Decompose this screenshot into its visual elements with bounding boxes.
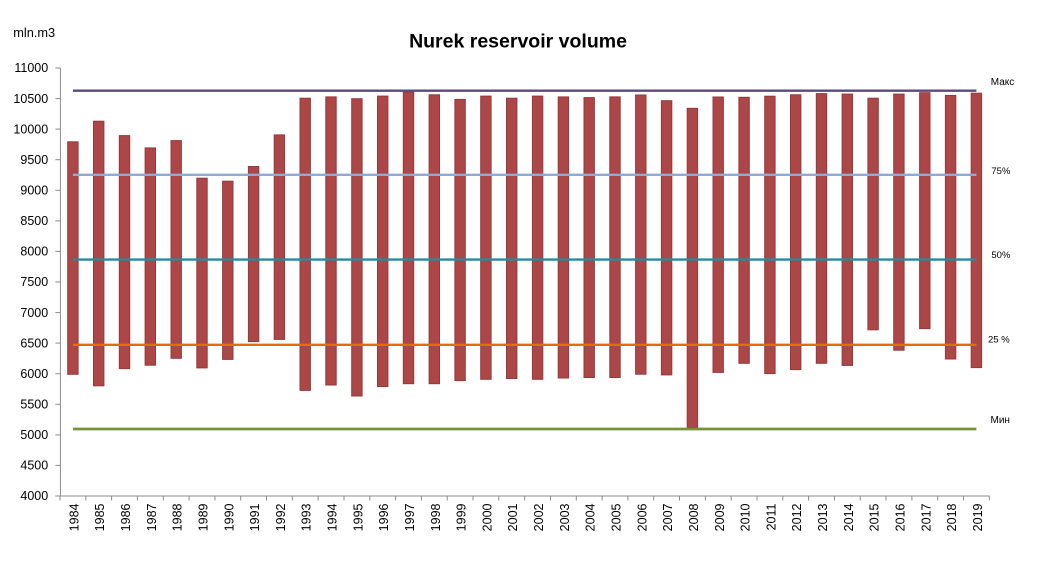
svg-text:2015: 2015 — [868, 503, 882, 531]
svg-text:1991: 1991 — [248, 503, 262, 531]
svg-text:1993: 1993 — [300, 503, 314, 531]
svg-text:1997: 1997 — [403, 503, 417, 531]
svg-text:1992: 1992 — [274, 503, 288, 531]
svg-text:7500: 7500 — [20, 275, 48, 289]
svg-text:10500: 10500 — [13, 92, 48, 106]
svg-text:2007: 2007 — [661, 503, 675, 531]
svg-text:4000: 4000 — [20, 489, 48, 503]
svg-text:2019: 2019 — [971, 503, 985, 531]
svg-text:2011: 2011 — [764, 503, 778, 530]
svg-text:1987: 1987 — [145, 503, 159, 531]
svg-text:2003: 2003 — [558, 503, 572, 531]
svg-text:2009: 2009 — [713, 503, 727, 531]
svg-text:5500: 5500 — [20, 398, 48, 412]
svg-text:5000: 5000 — [20, 428, 48, 442]
svg-text:1985: 1985 — [93, 503, 107, 531]
svg-text:2013: 2013 — [816, 503, 830, 531]
svg-text:Мин: Мин — [991, 415, 1010, 426]
svg-text:1998: 1998 — [429, 503, 443, 531]
svg-text:6500: 6500 — [20, 336, 48, 350]
svg-text:1996: 1996 — [377, 503, 391, 531]
svg-text:2018: 2018 — [945, 503, 959, 531]
svg-text:1990: 1990 — [222, 503, 236, 531]
svg-text:7000: 7000 — [20, 306, 48, 320]
svg-text:6000: 6000 — [20, 367, 48, 381]
svg-text:10000: 10000 — [13, 122, 48, 136]
svg-text:2005: 2005 — [610, 503, 624, 531]
svg-text:2014: 2014 — [842, 503, 856, 531]
svg-text:2001: 2001 — [506, 503, 520, 531]
svg-text:2002: 2002 — [532, 503, 546, 531]
svg-text:2010: 2010 — [739, 503, 753, 531]
svg-text:8000: 8000 — [20, 245, 48, 259]
svg-text:2000: 2000 — [480, 503, 494, 531]
svg-text:1984: 1984 — [67, 503, 81, 531]
svg-text:8500: 8500 — [20, 214, 48, 228]
svg-text:mln.m3: mln.m3 — [13, 25, 55, 40]
svg-text:2017: 2017 — [919, 503, 933, 531]
svg-text:9000: 9000 — [20, 184, 48, 198]
svg-text:2012: 2012 — [790, 503, 804, 531]
svg-text:Макс: Макс — [991, 77, 1015, 88]
svg-text:Nurek reservoir volume: Nurek reservoir volume — [409, 31, 627, 53]
svg-text:1994: 1994 — [326, 503, 340, 531]
svg-text:1986: 1986 — [119, 503, 133, 531]
svg-text:50%: 50% — [991, 250, 1011, 261]
svg-text:2006: 2006 — [635, 503, 649, 531]
svg-text:9500: 9500 — [20, 153, 48, 167]
svg-text:2008: 2008 — [687, 503, 701, 531]
svg-text:1989: 1989 — [197, 503, 211, 531]
svg-text:1999: 1999 — [455, 503, 469, 531]
svg-text:1995: 1995 — [351, 503, 365, 531]
svg-text:25 %: 25 % — [988, 334, 1010, 345]
svg-text:1988: 1988 — [171, 503, 185, 531]
svg-text:4500: 4500 — [20, 459, 48, 473]
svg-text:75%: 75% — [991, 166, 1011, 177]
svg-text:2004: 2004 — [584, 503, 598, 531]
svg-text:2016: 2016 — [893, 503, 907, 531]
svg-text:11000: 11000 — [14, 61, 48, 75]
